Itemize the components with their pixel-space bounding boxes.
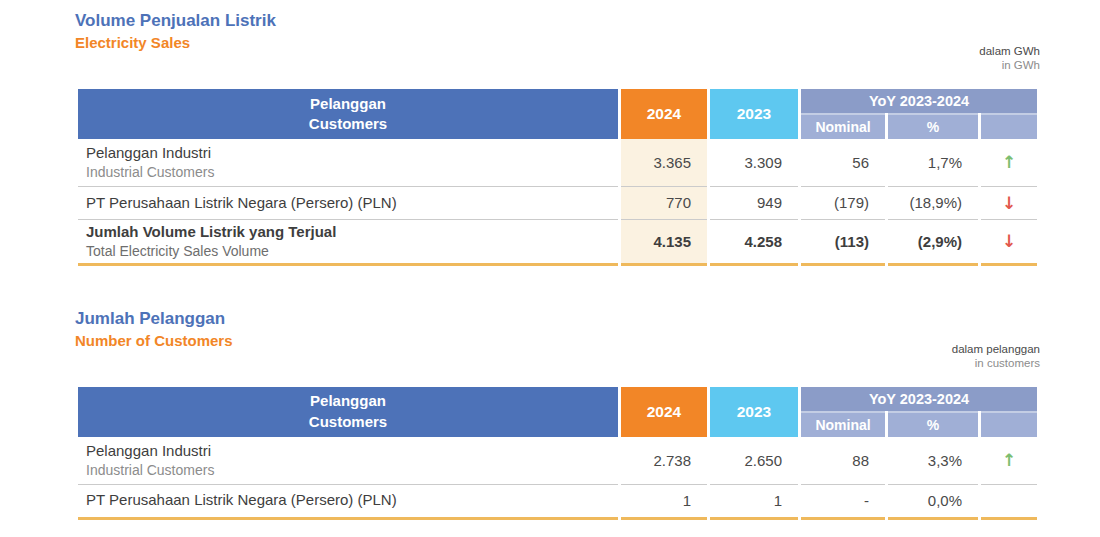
table-row-pln: PT Perusahaan Listrik Negara (Persero) (…	[78, 485, 1037, 520]
section-title-indonesian: Jumlah Pelanggan	[75, 308, 1040, 329]
unit-note-indonesian: dalam GWh	[979, 44, 1040, 58]
row-label-id: PT Perusahaan Listrik Negara (Persero) (…	[86, 193, 618, 213]
column-header-customers-id: Pelanggan	[78, 94, 618, 114]
value-percent: (2,9%)	[888, 220, 978, 266]
section-title-english: Number of Customers	[75, 331, 1040, 351]
value-2024: 2.738	[621, 437, 707, 485]
value-2023: 3.309	[710, 139, 798, 187]
value-percent: (18,9%)	[888, 187, 978, 220]
value-2024: 4.135	[621, 220, 707, 266]
trend-cell	[981, 485, 1037, 520]
row-label-en: Industrial Customers	[86, 163, 618, 181]
column-header-2023: 2023	[710, 387, 798, 437]
column-header-customers-id: Pelanggan	[78, 391, 618, 411]
value-2023: 1	[710, 485, 798, 520]
section-electricity-sales: Volume Penjualan Listrik Electricity Sal…	[75, 10, 1040, 266]
column-header-trend	[981, 113, 1037, 139]
column-header-2023: 2023	[710, 89, 798, 139]
trend-up-icon: ↑	[1002, 450, 1016, 470]
trend-cell: ↓	[981, 220, 1037, 266]
trend-cell: ↑	[981, 139, 1037, 187]
column-header-percent: %	[888, 411, 978, 437]
row-label: Pelanggan Industri Industrial Customers	[78, 139, 618, 187]
table-row-industrial-customers: Pelanggan Industri Industrial Customers …	[78, 139, 1037, 187]
row-label: Pelanggan Industri Industrial Customers	[78, 437, 618, 485]
column-header-trend	[981, 411, 1037, 437]
electricity-sales-table: Pelanggan Customers 2024 2023 YoY 2023-2…	[75, 89, 1040, 266]
row-label-en: Industrial Customers	[86, 461, 618, 479]
unit-note-english: in GWh	[979, 58, 1040, 72]
table-row-total: Jumlah Volume Listrik yang Terjual Total…	[78, 220, 1037, 266]
row-label-id: Jumlah Volume Listrik yang Terjual	[86, 222, 618, 242]
table-row-pln: PT Perusahaan Listrik Negara (Persero) (…	[78, 187, 1037, 220]
unit-note: dalam GWh in GWh	[979, 44, 1040, 73]
section-number-of-customers: Jumlah Pelanggan Number of Customers dal…	[75, 308, 1040, 520]
column-header-customers-en: Customers	[78, 114, 618, 134]
value-nominal: 88	[801, 437, 885, 485]
value-2024: 770	[621, 187, 707, 220]
value-nominal: (113)	[801, 220, 885, 266]
column-header-nominal: Nominal	[801, 411, 885, 437]
trend-cell: ↓	[981, 187, 1037, 220]
column-header-customers: Pelanggan Customers	[78, 89, 618, 139]
table-row-industrial-customers: Pelanggan Industri Industrial Customers …	[78, 437, 1037, 485]
column-header-nominal: Nominal	[801, 113, 885, 139]
value-percent: 0,0%	[888, 485, 978, 520]
value-percent: 3,3%	[888, 437, 978, 485]
row-label-en: Total Electricity Sales Volume	[86, 242, 618, 260]
value-percent: 1,7%	[888, 139, 978, 187]
column-header-customers: Pelanggan Customers	[78, 387, 618, 437]
value-nominal: -	[801, 485, 885, 520]
table-header-row: Pelanggan Customers 2024 2023 YoY 2023-2…	[78, 387, 1037, 411]
table-header-row: Pelanggan Customers 2024 2023 YoY 2023-2…	[78, 89, 1037, 113]
column-header-yoy: YoY 2023-2024	[801, 387, 1037, 411]
column-header-2024: 2024	[621, 387, 707, 437]
row-label: PT Perusahaan Listrik Negara (Persero) (…	[78, 187, 618, 220]
value-2023: 949	[710, 187, 798, 220]
section-title-indonesian: Volume Penjualan Listrik	[75, 10, 1040, 31]
row-label: Jumlah Volume Listrik yang Terjual Total…	[78, 220, 618, 266]
value-2024: 3.365	[621, 139, 707, 187]
value-2024: 1	[621, 485, 707, 520]
value-2023: 4.258	[710, 220, 798, 266]
report-page: Volume Penjualan Listrik Electricity Sal…	[0, 0, 1100, 520]
column-header-customers-en: Customers	[78, 412, 618, 432]
row-label-id: PT Perusahaan Listrik Negara (Persero) (…	[86, 490, 618, 510]
row-label-id: Pelanggan Industri	[86, 441, 618, 461]
number-of-customers-table: Pelanggan Customers 2024 2023 YoY 2023-2…	[75, 387, 1040, 520]
trend-down-icon: ↓	[1002, 231, 1016, 251]
trend-down-icon: ↓	[1002, 193, 1016, 213]
unit-note: dalam pelanggan in customers	[952, 342, 1040, 371]
trend-up-icon: ↑	[1002, 152, 1016, 172]
row-label-id: Pelanggan Industri	[86, 143, 618, 163]
section-title-english: Electricity Sales	[75, 33, 1040, 53]
column-header-yoy: YoY 2023-2024	[801, 89, 1037, 113]
value-nominal: (179)	[801, 187, 885, 220]
unit-note-english: in customers	[952, 356, 1040, 370]
unit-note-indonesian: dalam pelanggan	[952, 342, 1040, 356]
value-2023: 2.650	[710, 437, 798, 485]
column-header-percent: %	[888, 113, 978, 139]
column-header-2024: 2024	[621, 89, 707, 139]
trend-cell: ↑	[981, 437, 1037, 485]
value-nominal: 56	[801, 139, 885, 187]
row-label: PT Perusahaan Listrik Negara (Persero) (…	[78, 485, 618, 520]
